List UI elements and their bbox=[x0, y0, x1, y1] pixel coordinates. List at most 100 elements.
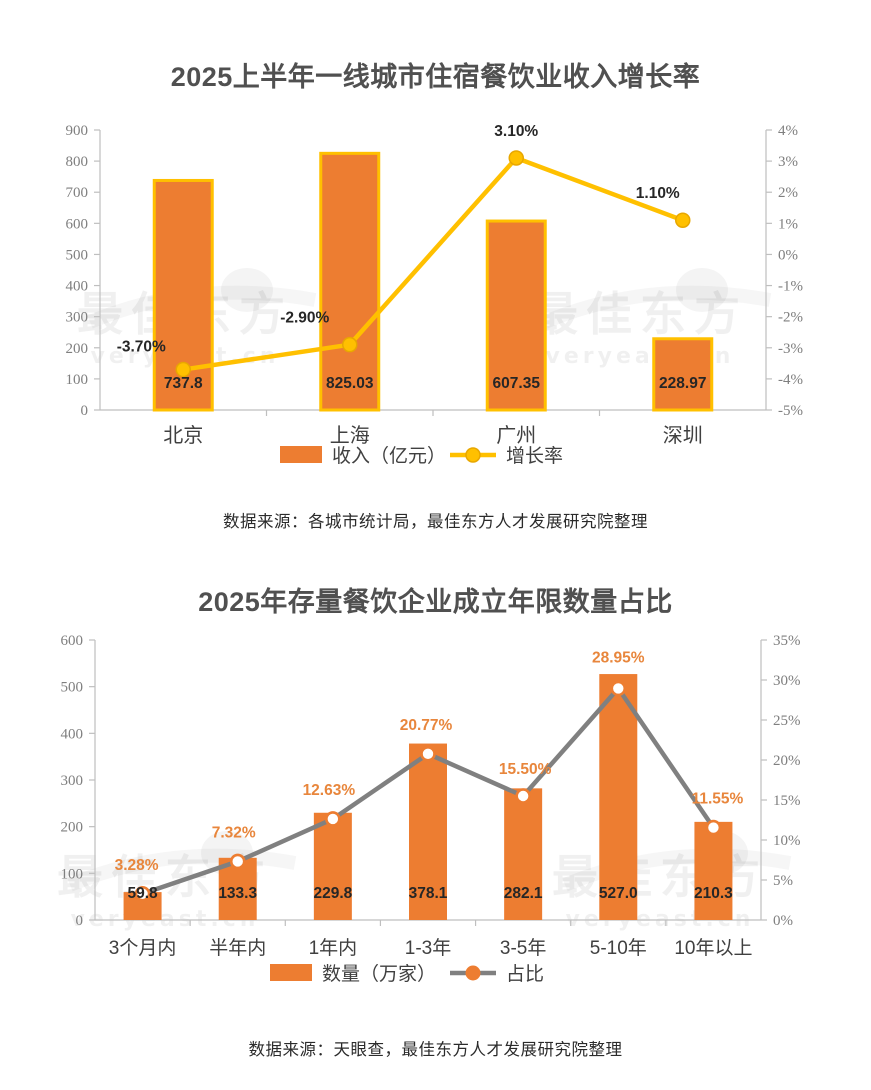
chart-1-figure: 最佳东方veryeast.cn最佳东方veryeast.cn0100200300… bbox=[66, 123, 804, 467]
left-axis-tick-label: 0 bbox=[76, 913, 84, 929]
left-axis-tick-label: 100 bbox=[66, 372, 89, 388]
bar-value-label: 737.8 bbox=[164, 375, 203, 392]
bar bbox=[694, 821, 733, 920]
watermark-shape bbox=[676, 268, 728, 312]
bar-value-label: 282.1 bbox=[504, 885, 543, 902]
chart-legend: 收入（亿元） 增长率 bbox=[280, 445, 563, 467]
line-value-label: 12.63% bbox=[303, 782, 356, 799]
bar-group bbox=[652, 337, 714, 412]
left-axis-tick-label: 300 bbox=[61, 773, 84, 789]
line-marker bbox=[420, 746, 436, 762]
category-label: 上海 bbox=[330, 424, 370, 447]
chart-2-title: 2025年存量餐饮企业成立年限数量占比 bbox=[198, 587, 673, 617]
line-value-label: 15.50% bbox=[499, 761, 552, 778]
category-label: 3-5年 bbox=[500, 937, 546, 959]
right-axis-tick-label: 25% bbox=[773, 713, 801, 729]
legend-swatch-bar bbox=[280, 446, 322, 463]
left-axis-tick-label: 200 bbox=[61, 820, 84, 836]
legend-swatch-bar bbox=[270, 964, 312, 981]
left-axis-tick-label: 700 bbox=[66, 185, 89, 201]
line-value-label: -3.70% bbox=[117, 339, 166, 356]
bar bbox=[504, 788, 543, 920]
category-label: 北京 bbox=[163, 424, 203, 447]
bar-group bbox=[319, 151, 381, 412]
left-axis-tick-label: 900 bbox=[66, 123, 89, 139]
category-label: 深圳 bbox=[663, 424, 703, 447]
category-label: 1年内 bbox=[309, 937, 358, 959]
category-label: 3个月内 bbox=[109, 937, 177, 959]
line-value-label: 20.77% bbox=[400, 717, 453, 734]
bar-group bbox=[694, 821, 733, 920]
bar bbox=[409, 743, 447, 920]
bar bbox=[319, 151, 381, 412]
left-axis-tick-label: 400 bbox=[66, 279, 89, 295]
left-axis-tick-label: 300 bbox=[66, 310, 89, 326]
legend-marker bbox=[465, 965, 481, 981]
right-axis-tick-label: -3% bbox=[778, 341, 803, 357]
bar-value-label: 527.0 bbox=[599, 885, 638, 902]
line-marker bbox=[610, 680, 627, 697]
category-label: 5-10年 bbox=[590, 937, 647, 959]
left-axis-tick-label: 800 bbox=[66, 154, 89, 170]
category-label: 半年内 bbox=[209, 937, 266, 959]
watermark-text: 最佳东方 bbox=[532, 287, 748, 341]
right-axis-tick-label: 20% bbox=[773, 753, 801, 769]
right-axis-tick-label: 10% bbox=[773, 833, 801, 849]
left-axis-tick-label: 100 bbox=[61, 866, 84, 882]
right-axis-tick-label: 15% bbox=[773, 793, 801, 809]
chart-1-title: 2025上半年一线城市住宿餐饮业收入增长率 bbox=[170, 62, 701, 92]
line-marker bbox=[508, 150, 524, 166]
line-marker bbox=[675, 212, 691, 228]
right-axis-tick-label: 0% bbox=[773, 913, 793, 929]
legend-label-bar: 收入（亿元） bbox=[332, 445, 446, 467]
bar bbox=[485, 219, 547, 412]
left-axis-tick-label: 600 bbox=[66, 216, 89, 232]
bar bbox=[599, 674, 638, 920]
bar-value-label: 229.8 bbox=[313, 885, 352, 902]
bar-group bbox=[599, 674, 638, 920]
line-value-label: 28.95% bbox=[592, 649, 645, 666]
line-marker bbox=[229, 853, 246, 870]
chart-legend: 数量（万家） 占比 bbox=[270, 963, 544, 985]
right-axis-tick-label: -4% bbox=[778, 372, 803, 388]
bar-value-label: 133.3 bbox=[218, 885, 257, 902]
left-axis-tick-label: 0 bbox=[81, 403, 89, 419]
right-axis-tick-label: 4% bbox=[778, 123, 798, 139]
line-value-label: -2.90% bbox=[280, 310, 329, 327]
line-marker bbox=[175, 361, 191, 378]
right-axis-tick-label: -1% bbox=[778, 279, 803, 295]
bar-value-label: 59.8 bbox=[127, 885, 158, 902]
right-axis-tick-label: 35% bbox=[773, 633, 801, 649]
left-axis-tick-label: 500 bbox=[61, 680, 84, 696]
legend-label-line: 占比 bbox=[506, 963, 544, 985]
line-value-label: 3.10% bbox=[494, 123, 538, 140]
bar-group bbox=[504, 788, 543, 920]
bar-value-label: 210.3 bbox=[694, 885, 733, 902]
legend-label-line: 增长率 bbox=[506, 445, 563, 467]
line-marker bbox=[342, 336, 358, 353]
bar-group bbox=[313, 812, 352, 920]
bar-group bbox=[485, 219, 547, 412]
bar-value-label: 607.35 bbox=[493, 375, 541, 392]
chart-2-figure: 最佳东方veryeast.cn最佳东方veryeast.cn0100200300… bbox=[57, 633, 801, 985]
bar-value-label: 228.97 bbox=[659, 375, 706, 392]
bar-value-label: 825.03 bbox=[326, 375, 374, 392]
right-axis-tick-label: 3% bbox=[778, 154, 798, 170]
line-series-path bbox=[181, 155, 685, 372]
left-axis-tick-label: 600 bbox=[61, 633, 84, 649]
bar-group bbox=[409, 743, 447, 920]
line-marker bbox=[134, 885, 151, 902]
category-label: 10年以上 bbox=[674, 937, 752, 959]
bar-value-label: 378.1 bbox=[409, 885, 448, 902]
bar bbox=[313, 812, 352, 920]
line-value-label: 7.32% bbox=[212, 824, 256, 841]
left-axis-tick-label: 200 bbox=[66, 341, 89, 357]
right-axis-tick-label: 5% bbox=[773, 873, 793, 889]
right-axis-tick-label: -5% bbox=[778, 403, 803, 419]
line-marker bbox=[325, 811, 341, 827]
line-value-label: 1.10% bbox=[636, 185, 680, 202]
legend-marker bbox=[465, 447, 481, 463]
watermark-shape bbox=[221, 268, 273, 312]
chart-2-source: 数据来源：天眼查，最佳东方人才发展研究院整理 bbox=[248, 1041, 623, 1059]
